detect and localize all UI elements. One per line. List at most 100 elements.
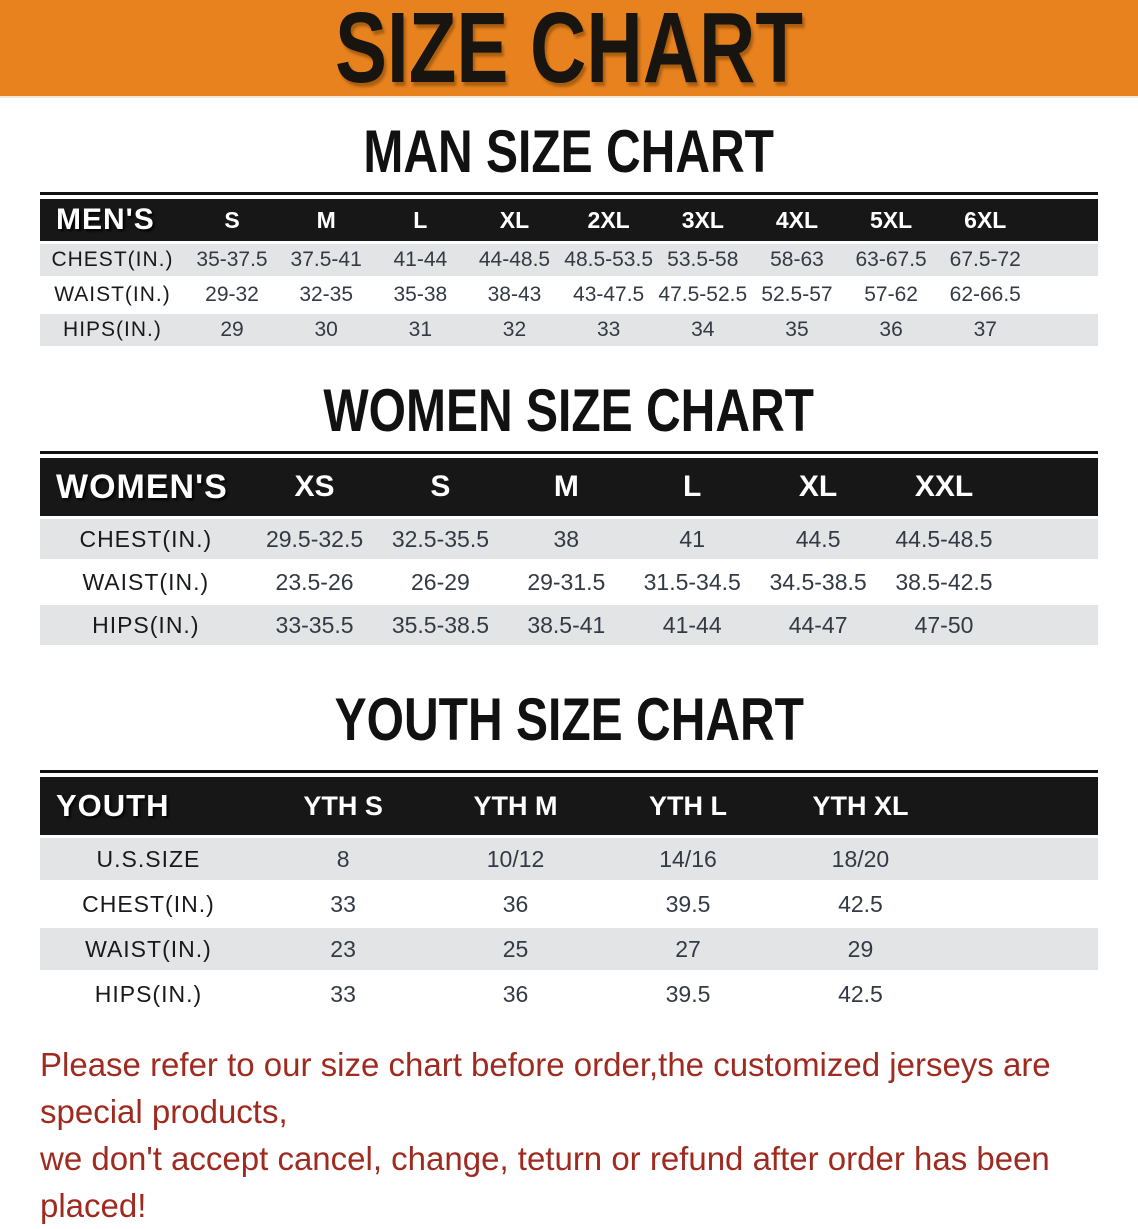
size-value: 52.5-57 [749, 279, 845, 311]
table-row: WAIST(IN.) 29-32 32-35 35-38 38-43 43-47.5 47.… [40, 279, 1098, 311]
size-value: 31 [373, 314, 468, 346]
column-header: L [629, 458, 756, 516]
size-value: 29 [774, 928, 947, 970]
table-row: HIPS(IN.) 33 36 39.5 42.5 [40, 973, 1098, 1015]
size-value: 25 [429, 928, 602, 970]
size-value: 47.5-52.5 [655, 279, 750, 311]
size-value: 35-37.5 [184, 244, 280, 276]
size-value: 34.5-38.5 [755, 562, 882, 602]
footer-line-1: Please refer to our size chart before or… [40, 1046, 1051, 1130]
size-value: 32 [467, 314, 562, 346]
table-corner-label: MEN'S [40, 199, 185, 241]
table-top-border [40, 192, 1098, 195]
column-header: YTH S [256, 777, 430, 835]
size-value: 23.5-26 [251, 562, 378, 602]
table-row: WAIST(IN.) 23 25 27 29 [40, 928, 1098, 970]
row-spacer-cell [946, 928, 1098, 970]
size-value: 41 [629, 519, 756, 559]
section-heading-text: MAN SIZE CHART [363, 118, 775, 185]
banner: SIZE CHART [0, 0, 1138, 98]
size-value: 43-47.5 [561, 279, 656, 311]
size-value: 33 [256, 883, 430, 925]
size-value: 58-63 [749, 244, 845, 276]
row-spacer-cell [946, 838, 1098, 880]
size-value: 29-32 [184, 279, 280, 311]
size-value: 57-62 [844, 279, 939, 311]
row-spacer-cell [1006, 519, 1098, 559]
row-spacer-cell [946, 973, 1098, 1015]
table-corner-label: WOMEN'S [40, 458, 252, 516]
column-header: XL [467, 199, 562, 241]
table-row: HIPS(IN.) 33-35.5 35.5-38.5 38.5-41 41-44 44-… [40, 605, 1098, 645]
size-value: 44-48.5 [467, 244, 562, 276]
size-value: 41-44 [629, 605, 756, 645]
column-header: XS [251, 458, 378, 516]
column-header: 5XL [844, 199, 939, 241]
size-value: 10/12 [429, 838, 602, 880]
size-value: 35.5-38.5 [377, 605, 504, 645]
column-header: S [184, 199, 280, 241]
size-value: 29-31.5 [503, 562, 630, 602]
column-header: L [373, 199, 468, 241]
mens-size-table: MEN'S S M L XL 2XL 3XL 4XL 5XL 6XL CHEST(IN.) 35-37… [40, 196, 1098, 349]
row-label: HIPS(IN.) [40, 973, 257, 1015]
size-value: 44.5 [755, 519, 882, 559]
row-spacer-cell [1032, 314, 1098, 346]
size-value: 39.5 [601, 883, 775, 925]
column-header: YTH L [601, 777, 775, 835]
size-value: 26-29 [377, 562, 504, 602]
size-value: 38-43 [467, 279, 562, 311]
row-spacer-cell [1032, 279, 1098, 311]
header-spacer-cell [946, 777, 1098, 835]
table-top-border [40, 770, 1098, 773]
size-value: 18/20 [774, 838, 947, 880]
size-value: 35 [749, 314, 845, 346]
size-value: 37.5-41 [279, 244, 374, 276]
size-value: 33-35.5 [251, 605, 378, 645]
table-top-border [40, 451, 1098, 454]
table-row: CHEST(IN.) 35-37.5 37.5-41 41-44 44-48.5 48.5… [40, 244, 1098, 276]
row-label: CHEST(IN.) [40, 883, 257, 925]
size-value: 53.5-58 [655, 244, 750, 276]
column-header: YTH XL [774, 777, 947, 835]
youth-size-table: YOUTH YTH S YTH M YTH L YTH XL U.S.SIZE 8 10/12… [40, 774, 1098, 1018]
row-spacer-cell [946, 883, 1098, 925]
row-label: U.S.SIZE [40, 838, 257, 880]
size-value: 29.5-32.5 [251, 519, 378, 559]
size-value: 30 [279, 314, 374, 346]
row-label: WAIST(IN.) [40, 562, 252, 602]
row-label: WAIST(IN.) [40, 279, 185, 311]
womens-size-table: WOMEN'S XS S M L XL XXL CHEST(IN.) 29.5-32.5 32.5… [40, 455, 1098, 648]
table-row: HIPS(IN.) 29 30 31 32 33 34 35 36 37 [40, 314, 1098, 346]
section-heading: YOUTH SIZE CHART [40, 690, 1098, 750]
column-header: 2XL [561, 199, 656, 241]
section-mens: MAN SIZE CHART MEN'S S M L XL 2XL 3XL 4XL 5XL 6XL C… [40, 122, 1098, 349]
size-value: 42.5 [774, 883, 947, 925]
table-row: CHEST(IN.) 33 36 39.5 42.5 [40, 883, 1098, 925]
size-value: 8 [256, 838, 430, 880]
size-value: 44.5-48.5 [881, 519, 1007, 559]
column-header: M [279, 199, 374, 241]
banner-title: SIZE CHART [335, 0, 803, 104]
header-spacer-cell [1032, 199, 1098, 241]
row-spacer-cell [1006, 605, 1098, 645]
column-header: 4XL [749, 199, 845, 241]
column-header: 3XL [655, 199, 750, 241]
size-value: 62-66.5 [938, 279, 1033, 311]
row-label: HIPS(IN.) [40, 605, 252, 645]
size-value: 31.5-34.5 [629, 562, 756, 602]
size-value: 35-38 [373, 279, 468, 311]
header-row: WOMEN'S XS S M L XL XXL [40, 458, 1098, 516]
size-value: 36 [429, 973, 602, 1015]
size-value: 32.5-35.5 [377, 519, 504, 559]
table-row: CHEST(IN.) 29.5-32.5 32.5-35.5 38 41 44.5 44.5… [40, 519, 1098, 559]
row-label: CHEST(IN.) [40, 244, 185, 276]
size-value: 67.5-72 [938, 244, 1033, 276]
size-value: 38.5-41 [503, 605, 630, 645]
size-value: 23 [256, 928, 430, 970]
size-value: 33 [256, 973, 430, 1015]
size-value: 14/16 [601, 838, 775, 880]
sections: MAN SIZE CHART MEN'S S M L XL 2XL 3XL 4XL 5XL 6XL C… [0, 122, 1138, 1018]
section-heading: MAN SIZE CHART [40, 122, 1098, 182]
size-value: 41-44 [373, 244, 468, 276]
